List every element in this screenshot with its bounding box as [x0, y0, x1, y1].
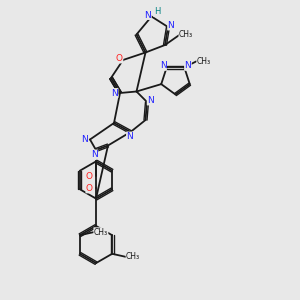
Text: CH₃: CH₃ [179, 30, 193, 39]
Text: N: N [127, 132, 133, 141]
Text: N: N [81, 135, 87, 144]
Text: N: N [168, 21, 174, 30]
Text: H: H [154, 8, 160, 16]
Text: N: N [147, 96, 154, 105]
Text: CH₃: CH₃ [94, 228, 108, 237]
Text: O: O [86, 184, 93, 193]
Text: O: O [116, 54, 123, 63]
Text: N: N [184, 61, 191, 70]
Text: N: N [111, 88, 118, 98]
Text: CH₃: CH₃ [197, 57, 211, 66]
Text: O: O [85, 172, 92, 181]
Text: N: N [91, 150, 98, 159]
Text: CH₃: CH₃ [126, 252, 140, 261]
Text: N: N [160, 61, 167, 70]
Text: N: N [145, 11, 151, 20]
